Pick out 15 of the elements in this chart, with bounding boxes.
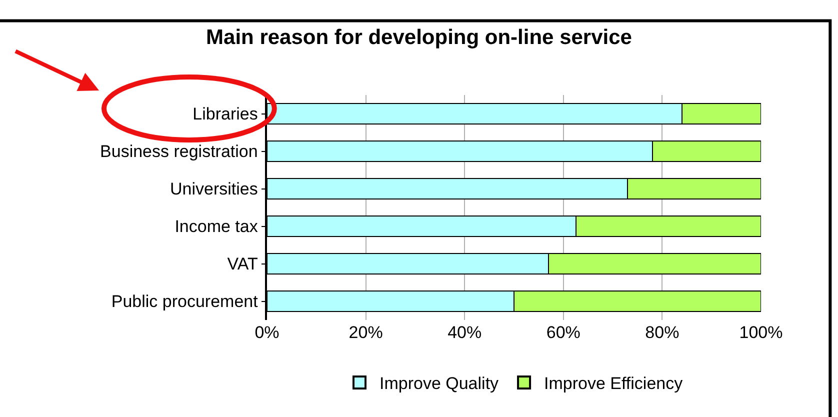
y-tick-label: Business registration <box>100 142 258 162</box>
y-tick-label: Income tax <box>174 217 258 236</box>
y-tick-label: Universities <box>170 180 258 199</box>
x-tick-label: 0% <box>254 323 280 342</box>
y-tick-label: VAT <box>227 254 258 274</box>
legend-label: Improve Quality <box>380 374 500 394</box>
x-tick-label: 20% <box>348 323 383 342</box>
chart-title: Main reason for developing on-line service <box>206 26 632 49</box>
x-tick-label: 80% <box>645 323 680 342</box>
x-tick-label: 100% <box>739 323 783 342</box>
x-tick-label: 40% <box>448 323 482 342</box>
x-tick-label: 60% <box>546 323 580 342</box>
y-tick-label: Libraries <box>192 104 258 124</box>
legend-label: Improve Efficiency <box>544 374 684 394</box>
y-tick-label: Public procurement <box>111 292 258 312</box>
